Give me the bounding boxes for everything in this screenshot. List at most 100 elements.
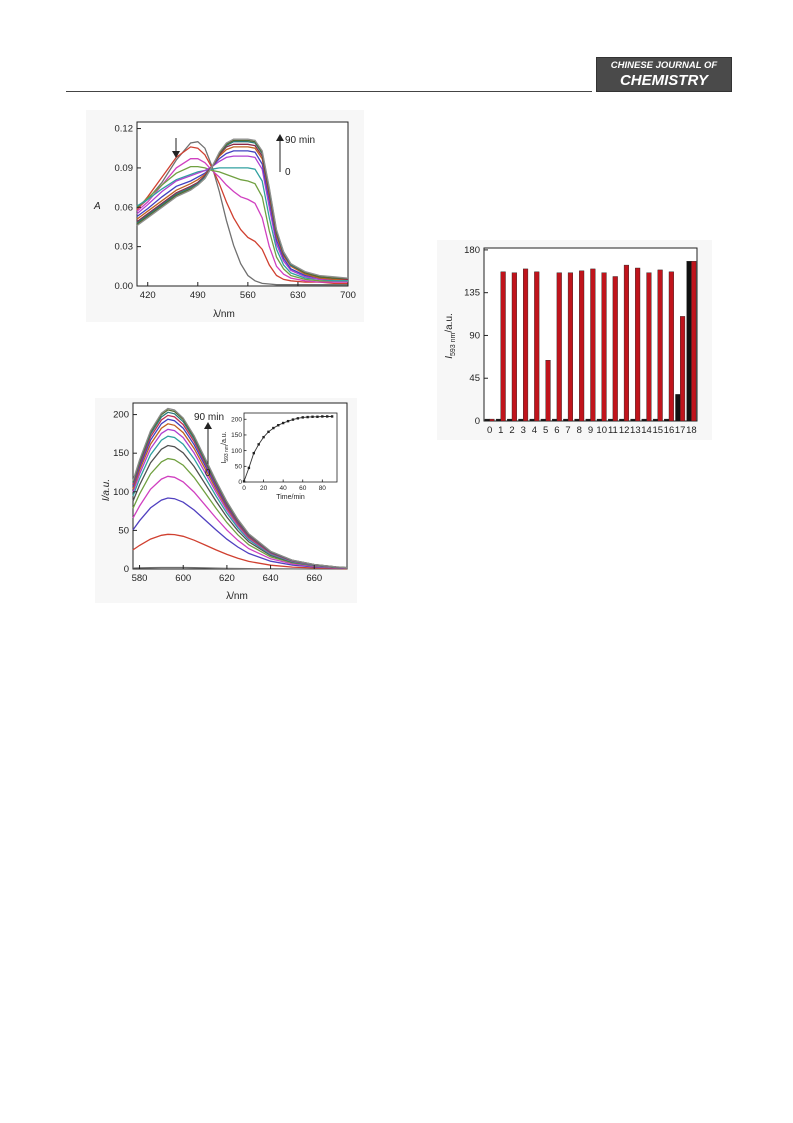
y-axis-label-main: I	[444, 356, 455, 359]
bar-red	[534, 271, 540, 422]
x-tick-label: 5	[543, 425, 548, 436]
inset-data-point	[296, 417, 300, 420]
bar-black	[619, 418, 625, 422]
y-axis-label-sub: 593 nm	[450, 333, 457, 357]
x-tick-label: 420	[140, 290, 156, 301]
x-tick-label: 660	[306, 573, 322, 584]
inset-data-point	[301, 416, 304, 419]
bar-red	[679, 316, 686, 422]
emission-series-line	[132, 566, 347, 570]
bar-black	[675, 394, 681, 422]
absorbance-series-line	[136, 146, 348, 281]
bar-red	[635, 267, 641, 422]
bar-red	[601, 272, 607, 422]
y-tick-label: 0.06	[115, 202, 134, 213]
inset-data-point	[247, 466, 251, 470]
x-tick-label: 580	[132, 573, 148, 584]
inset-x-tick-label: 40	[280, 485, 288, 492]
inset-y-axis-label-sub: 593 nm	[224, 445, 230, 462]
time-arrow-up-head	[276, 134, 284, 141]
inset-data-point	[311, 415, 314, 418]
inset-data-point	[291, 418, 295, 421]
inset-y-tick-label: 150	[231, 432, 242, 439]
inset-y-tick-label: 50	[235, 464, 243, 471]
bar-black	[495, 418, 501, 422]
kinetics-inset: 0 20 40 60 80 0 50 100 150 200 Time/min I593 nm/a.u…	[221, 412, 338, 501]
absorbance-series-line	[136, 155, 348, 281]
y-axis-label: I/a.u.	[101, 479, 112, 501]
x-tick-label: 18	[686, 425, 697, 436]
x-tick-label: 15	[652, 425, 663, 436]
inset-data-point	[286, 419, 290, 423]
bar-black	[540, 418, 546, 422]
bar-black	[574, 418, 580, 422]
bar-red	[500, 271, 506, 422]
absorbance-series-line	[136, 146, 348, 285]
plot-area	[136, 121, 349, 287]
y-tick-label: 90	[469, 330, 480, 341]
bar-black	[518, 418, 524, 422]
x-tick-label: 7	[565, 425, 570, 436]
journal-title-line1: CHINESE JOURNAL OF	[610, 60, 718, 71]
x-tick-label: 9	[588, 425, 593, 436]
y-tick-label: 135	[464, 288, 480, 299]
absorbance-series-line	[136, 141, 348, 286]
bar-black	[529, 418, 535, 422]
bar-red	[691, 261, 697, 422]
x-tick-label: 12	[619, 425, 630, 436]
bar-red	[657, 269, 663, 422]
bar-black	[641, 418, 647, 422]
y-tick-label: 45	[469, 373, 480, 384]
inset-data-point	[272, 426, 275, 430]
y-tick-label: 50	[118, 525, 129, 536]
inset-data-point	[277, 424, 280, 427]
inset-data-point	[316, 415, 319, 418]
bar-black	[686, 261, 692, 422]
inset-y-axis-label-main: I	[221, 462, 228, 464]
x-tick-label: 11	[608, 425, 618, 436]
bar-black	[607, 418, 614, 422]
inset-data-point	[281, 421, 285, 425]
x-tick-label: 2	[509, 425, 514, 436]
absorbance-series-line	[136, 165, 348, 282]
inset-y-tick-label: 0	[238, 479, 242, 486]
time-arrow-up-head	[204, 422, 212, 429]
x-tick-label: 560	[240, 290, 256, 301]
bar-red	[590, 268, 596, 422]
y-axis-label: I593 nm/a.u.	[444, 313, 457, 359]
inset-x-tick-label: 20	[260, 485, 268, 492]
time-label-top: 90 min	[285, 135, 315, 146]
x-tick-label: 630	[290, 290, 306, 301]
inset-data-point	[262, 435, 265, 439]
bar-black	[585, 418, 591, 422]
x-tick-label: 700	[340, 290, 356, 301]
emission-series-line	[132, 475, 348, 569]
inset-data-point	[330, 415, 334, 418]
y-tick-label: 0.09	[115, 163, 134, 174]
x-tick-label: 6	[554, 425, 559, 436]
inset-data-point	[267, 430, 270, 434]
bar-red	[522, 268, 529, 422]
emission-series-line	[132, 533, 348, 570]
x-tick-label: 17	[675, 425, 686, 436]
bar-black	[630, 418, 636, 422]
absorbance-series-line	[136, 150, 348, 281]
y-tick-label: 0.00	[115, 281, 134, 292]
inset-data-point	[321, 415, 324, 418]
inset-x-axis-label: Time/min	[276, 494, 305, 501]
x-tick-label: 10	[596, 425, 607, 436]
y-tick-label: 200	[113, 410, 129, 421]
y-tick-label: 100	[113, 487, 129, 498]
absorbance-series-line	[136, 138, 349, 279]
emission-series-line	[132, 497, 348, 570]
inset-y-tick-label: 200	[231, 416, 242, 423]
bar-black	[507, 418, 513, 422]
bar-red	[623, 264, 630, 422]
journal-title-line2: CHEMISTRY	[619, 72, 709, 89]
x-tick-label: 620	[219, 573, 235, 584]
inset-x-tick-label: 60	[299, 485, 307, 492]
y-tick-label: 0.03	[115, 242, 134, 253]
inset-y-axis-label: I593 nm/a.u.	[221, 431, 230, 463]
bar-red	[612, 276, 618, 422]
